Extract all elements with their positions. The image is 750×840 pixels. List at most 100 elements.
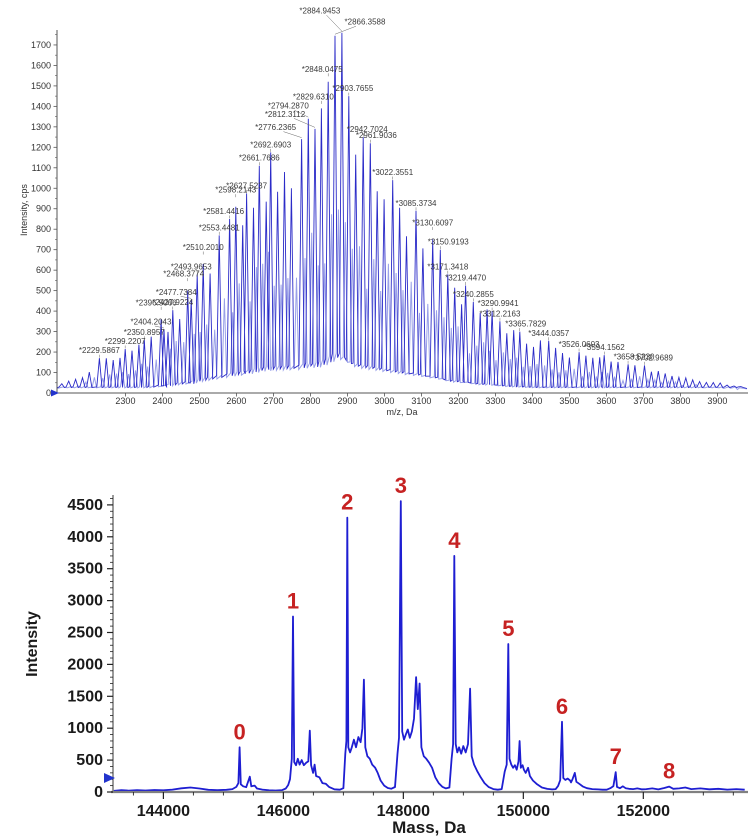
top-y-tick-label: 500 — [36, 286, 51, 296]
bottom-x-tick-label: 148000 — [377, 803, 430, 820]
peak-mz-label: *2692.6903 — [250, 140, 291, 149]
top-y-tick-label: 1300 — [31, 122, 51, 132]
peak-label-leader — [334, 25, 357, 35]
peak-mz-label: *3702.9689 — [632, 353, 673, 362]
top-origin-marker-icon — [51, 389, 59, 397]
top-y-tick-label: 900 — [36, 204, 51, 214]
top-trace-secondary — [56, 209, 748, 391]
bottom-x-tick-label: 152000 — [617, 803, 670, 820]
top-y-tick-label: 800 — [36, 224, 51, 234]
top-x-tick-label: 3300 — [485, 396, 505, 406]
peak-mz-label: *3312.2163 — [479, 309, 520, 318]
peak-mz-label: *2598.2143 — [215, 186, 256, 195]
peak-mz-label: *2553.4481 — [199, 223, 240, 232]
top-x-tick-label: 2300 — [115, 396, 135, 406]
peak-mz-label: *2299.2207 — [105, 337, 146, 346]
peak-mz-label: *2866.3588 — [345, 18, 386, 27]
top-y-tick-label: 1500 — [31, 81, 51, 91]
top-x-tick-label: 3500 — [559, 396, 579, 406]
top-x-tick-label: 2400 — [152, 396, 172, 406]
dar-peak-number-label: 4 — [448, 528, 461, 553]
bottom-y-tick-label: 4500 — [67, 497, 103, 514]
top-y-tick-label: 1100 — [32, 163, 51, 173]
bottom-y-tick-label: 1000 — [67, 720, 103, 737]
peak-mz-label: *2903.7655 — [332, 84, 373, 93]
top-y-tick-label: 100 — [36, 368, 51, 378]
peak-mz-label: *2961.9036 — [356, 131, 397, 140]
peak-mz-label: *3365.7829 — [505, 320, 546, 329]
peak-mz-label: *2510.2010 — [183, 243, 224, 252]
bottom-y-tick-label: 0 — [94, 784, 103, 801]
top-x-tick-label: 3100 — [411, 396, 431, 406]
peak-mz-label: *2477.7384 — [156, 288, 197, 297]
bottom-x-tick-label: 144000 — [137, 803, 190, 820]
top-y-tick-label: 1700 — [31, 40, 51, 50]
peak-mz-label: *2794.2870 — [268, 102, 309, 111]
peak-mz-label: *2776.2365 — [255, 123, 296, 132]
raw-spectrum-plot: 2300 2400 2500 2600 2700 2800 2900 3000 3100 3200… — [31, 7, 748, 406]
bottom-y-tick-label: 1500 — [67, 688, 103, 705]
peak-label-leader — [283, 131, 302, 138]
peak-mz-label: *2627.5237 — [226, 181, 267, 190]
peak-mz-label: *2404.2043 — [131, 318, 172, 327]
top-y-tick-label: 600 — [36, 265, 51, 275]
peak-mz-label: *2581.4416 — [203, 207, 244, 216]
peak-mz-label: *2350.8957 — [124, 328, 165, 337]
peak-mz-label: *3150.9193 — [428, 238, 469, 247]
peak-mz-label: *2229.5867 — [79, 346, 120, 355]
peak-mz-label: *2884.9453 — [299, 7, 340, 16]
top-x-tick-label: 2700 — [263, 396, 283, 406]
top-y-tick-label: 1400 — [31, 101, 51, 111]
peak-label-leader — [293, 118, 316, 128]
top-x-tick-label: 3700 — [633, 396, 653, 406]
top-x-tick-label: 2600 — [226, 396, 246, 406]
top-x-tick-label: 2500 — [189, 396, 209, 406]
bottom-y-tick-label: 500 — [76, 752, 103, 769]
dar-peak-number-label: 3 — [395, 473, 407, 498]
top-y-tick-label: 700 — [36, 245, 51, 255]
peak-label-leader — [154, 325, 165, 329]
peak-mz-label: *3444.0357 — [528, 329, 569, 338]
bottom-axis-marker-icon — [104, 773, 115, 783]
dar-peak-number-label: 8 — [663, 759, 675, 784]
bottom-x-tick-label: 146000 — [257, 803, 310, 820]
deconvoluted-mass-plot: 144000 146000 148000 150000 1520000500100015… — [67, 473, 748, 820]
top-x-tick-label: 3000 — [374, 396, 394, 406]
top-y-tick-label: 0 — [46, 388, 51, 398]
dar-peak-number-label: 0 — [233, 719, 245, 744]
top-x-tick-label: 3900 — [707, 396, 727, 406]
dar-peak-number-label: 7 — [610, 744, 622, 769]
top-x-tick-label: 3600 — [596, 396, 616, 406]
top-y-tick-label: 300 — [36, 327, 51, 337]
peak-mz-label: *3130.6097 — [412, 218, 453, 227]
peak-mz-label: *3526.0603 — [559, 340, 600, 349]
top-x-tick-label: 3200 — [448, 396, 468, 406]
peak-label-leader — [326, 14, 343, 32]
peak-mz-label: *2661.7686 — [239, 154, 280, 163]
top-y-tick-label: 1000 — [31, 183, 51, 193]
top-y-tick-label: 1200 — [31, 142, 51, 152]
peak-mz-label: *3594.1562 — [584, 343, 625, 352]
bottom-x-tick-label: 150000 — [497, 803, 550, 820]
peak-mz-label: *2468.3774 — [163, 270, 204, 279]
peak-mz-label: *2829.6310 — [293, 92, 334, 101]
peak-mz-label: *2427.9224 — [152, 298, 193, 307]
top-y-tick-label: 200 — [36, 347, 51, 357]
top-y-tick-label: 1600 — [31, 60, 51, 70]
dar-peak-number-label: 6 — [556, 694, 568, 719]
peak-mz-label: *3658.5230 — [614, 352, 655, 361]
peak-mz-label: *2493.9653 — [171, 262, 212, 271]
peak-mz-label: *3171.3418 — [427, 262, 468, 271]
bottom-x-axis-title: Mass, Da — [392, 818, 466, 837]
dar-peak-number-label: 1 — [287, 589, 299, 614]
dar-peak-number-label: 5 — [502, 616, 514, 641]
top-trace-main — [56, 32, 748, 389]
peak-mz-label: *2848.0475 — [302, 65, 343, 74]
peak-mz-label: *2812.3112 — [265, 110, 306, 119]
peak-label-leader — [180, 296, 192, 299]
peak-mz-label: *2942.7024 — [347, 125, 388, 134]
peak-mz-label: *3022.3551 — [372, 168, 413, 177]
top-x-axis-title: m/z, Da — [386, 407, 418, 417]
peak-mz-label: *3240.2855 — [453, 290, 494, 299]
